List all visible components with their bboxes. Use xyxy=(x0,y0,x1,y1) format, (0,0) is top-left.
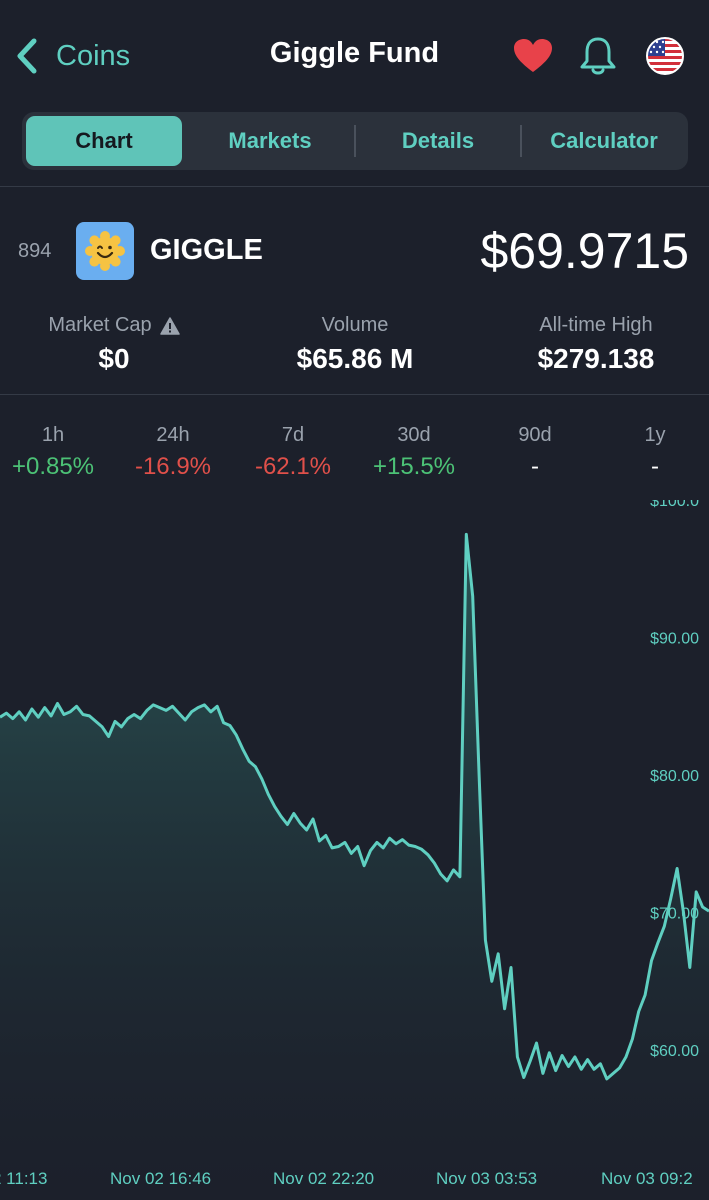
period-change: -16.9% xyxy=(134,453,212,480)
currency-button[interactable] xyxy=(645,36,685,76)
warning-icon[interactable] xyxy=(159,316,180,335)
coin-rank: 894 xyxy=(18,240,52,262)
coin-symbol: GIGGLE xyxy=(150,234,263,266)
stat-label: Market Cap xyxy=(48,314,152,336)
y-axis-label: $100.0 xyxy=(650,500,699,510)
divider xyxy=(0,186,709,187)
tab-details[interactable]: Details xyxy=(401,128,475,153)
favorite-button[interactable] xyxy=(513,36,553,76)
coin-price: $69.9715 xyxy=(480,223,689,279)
period-1y[interactable]: 1y - xyxy=(595,424,709,481)
period-label: 1h xyxy=(41,424,65,446)
bell-icon xyxy=(580,37,616,75)
tab-separator xyxy=(354,125,356,157)
period-change: +15.5% xyxy=(372,453,456,480)
page-title: Giggle Fund xyxy=(269,37,440,69)
period-30d[interactable]: 30d +15.5% xyxy=(354,424,474,481)
alerts-button[interactable] xyxy=(578,36,618,76)
chart-area-fill xyxy=(0,534,709,1200)
heart-icon xyxy=(514,39,552,72)
x-axis-label: 2 11:13 xyxy=(0,1169,47,1188)
stat-all-time-high: All-time High $279.138 xyxy=(476,314,709,375)
period-1h[interactable]: 1h +0.85% xyxy=(0,424,113,481)
tab-markets[interactable]: Markets xyxy=(228,128,312,153)
tab-chart[interactable]: Chart xyxy=(26,116,182,166)
divider xyxy=(0,394,709,395)
stat-value: $279.138 xyxy=(537,343,655,374)
x-axis-label: Nov 03 09:2 xyxy=(601,1169,693,1188)
period-7d[interactable]: 7d -62.1% xyxy=(233,424,353,481)
period-label: 90d xyxy=(518,424,552,446)
period-label: 30d xyxy=(397,424,431,446)
stat-volume: Volume $65.86 M xyxy=(235,314,475,375)
chevron-left-icon xyxy=(17,38,37,74)
x-axis-label: Nov 02 22:20 xyxy=(273,1169,374,1188)
stat-value: $65.86 M xyxy=(296,343,414,374)
period-24h[interactable]: 24h -16.9% xyxy=(113,424,233,481)
header: Coins Giggle Fund xyxy=(0,0,709,112)
price-chart[interactable]: $100.0 $90.00 $80.00 $70.00 $60.00 2 11:13 No… xyxy=(0,500,709,1200)
period-change: - xyxy=(651,453,659,480)
tab-bar: Chart Markets Details Calculator xyxy=(22,112,688,170)
period-change: -62.1% xyxy=(254,453,332,480)
y-axis-label: $70.00 xyxy=(650,906,699,923)
back-button[interactable]: Coins xyxy=(14,36,130,76)
stat-value: $0 xyxy=(98,343,130,374)
x-axis-label: Nov 02 16:46 xyxy=(110,1169,211,1188)
chart-price-line xyxy=(0,532,709,1081)
y-axis-label: $60.00 xyxy=(650,1043,699,1060)
period-change: +0.85% xyxy=(11,453,95,480)
period-label: 1y xyxy=(644,424,666,446)
y-axis-label: $90.00 xyxy=(650,631,699,648)
tab-calculator[interactable]: Calculator xyxy=(550,128,658,153)
us-flag-icon xyxy=(646,37,684,75)
back-label: Coins xyxy=(56,39,131,72)
period-90d[interactable]: 90d - xyxy=(475,424,595,481)
x-axis-label: Nov 03 03:53 xyxy=(436,1169,537,1188)
period-label: 24h xyxy=(156,424,190,446)
page-title-wrap: Giggle Fund xyxy=(0,37,709,70)
stat-market-cap: Market Cap $0 xyxy=(0,314,234,375)
tab-separator xyxy=(520,125,522,157)
giggle-smiley-icon xyxy=(85,231,125,271)
stat-label: All-time High xyxy=(539,314,653,336)
period-change: - xyxy=(531,453,539,480)
period-label: 7d xyxy=(281,424,305,446)
y-axis-label: $80.00 xyxy=(650,768,699,785)
stat-label: Volume xyxy=(321,314,389,336)
coin-logo xyxy=(76,222,134,280)
